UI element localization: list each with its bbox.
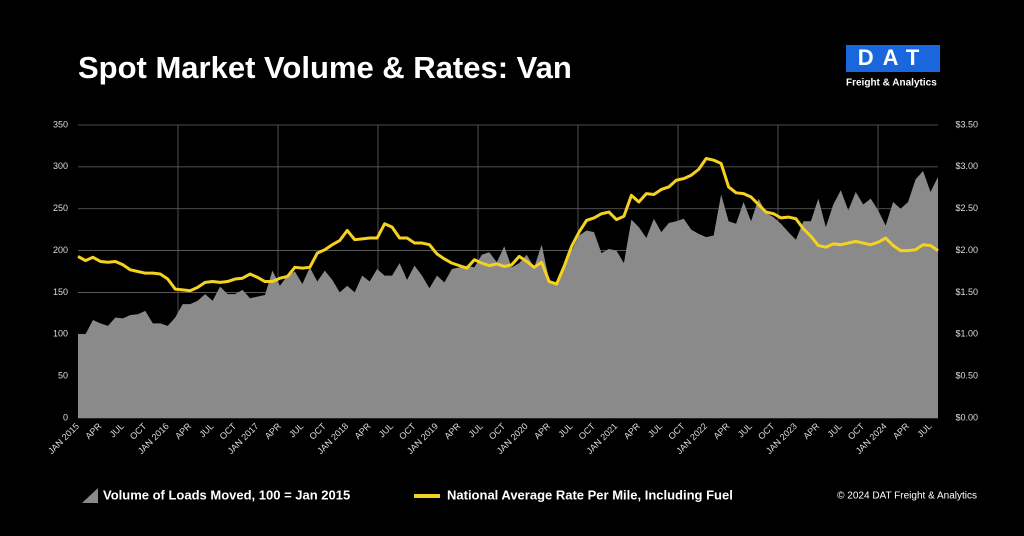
y2-tick-label: $3.00	[955, 161, 978, 171]
y-tick-label: 150	[53, 287, 68, 297]
y2-tick-label: $2.50	[955, 203, 978, 213]
y-tick-label: 350	[53, 119, 68, 129]
logo-subtitle: Freight & Analytics	[846, 78, 937, 89]
y2-tick-label: $0.50	[955, 371, 978, 381]
rate-line	[77, 156, 939, 293]
y-tick-label: 100	[53, 329, 68, 339]
y-tick-label: 0	[63, 412, 68, 422]
logo-box	[846, 45, 940, 72]
chart-title: Spot Market Volume & Rates: Van	[78, 50, 572, 85]
y2-tick-label: $2.00	[955, 245, 978, 255]
volume-area	[78, 171, 938, 418]
y2-tick-label: $0.00	[955, 412, 978, 422]
logo-text: DAT	[858, 45, 929, 70]
source: © 2024 DAT Freight & Analytics	[837, 491, 977, 502]
y2-tick-label: $1.00	[955, 329, 978, 339]
y-tick-label: 300	[53, 161, 68, 171]
y-tick-label: 250	[53, 203, 68, 213]
legend-label: National Average Rate Per Mile, Includin…	[447, 487, 733, 502]
y-tick-label: 200	[53, 245, 68, 255]
y2-tick-label: $1.50	[955, 287, 978, 297]
y-tick-label: 50	[58, 371, 68, 381]
legend-area-icon	[82, 488, 98, 503]
legend-label: Volume of Loads Moved, 100 = Jan 2015	[103, 487, 350, 502]
y2-tick-label: $3.50	[955, 119, 978, 129]
